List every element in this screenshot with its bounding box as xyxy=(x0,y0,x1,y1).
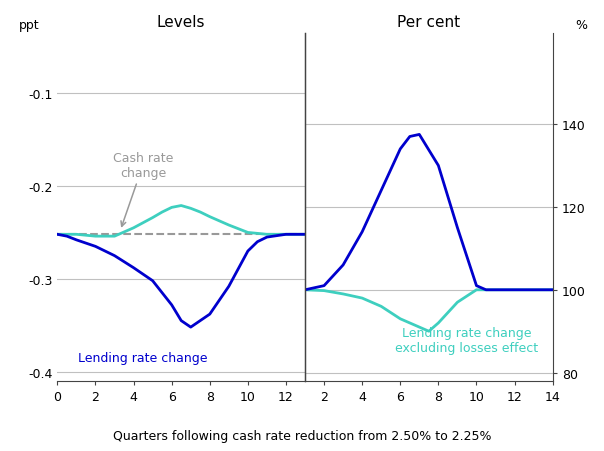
Text: Lending rate change
excluding losses effect: Lending rate change excluding losses eff… xyxy=(396,326,539,354)
Text: %: % xyxy=(575,19,587,32)
Text: Lending rate change: Lending rate change xyxy=(79,351,208,364)
Text: Quarters following cash rate reduction from 2.50% to 2.25%: Quarters following cash rate reduction f… xyxy=(113,429,491,442)
Text: ppt: ppt xyxy=(19,19,40,32)
Title: Per cent: Per cent xyxy=(397,15,460,30)
Text: Cash rate
change: Cash rate change xyxy=(113,151,173,227)
Title: Levels: Levels xyxy=(157,15,205,30)
